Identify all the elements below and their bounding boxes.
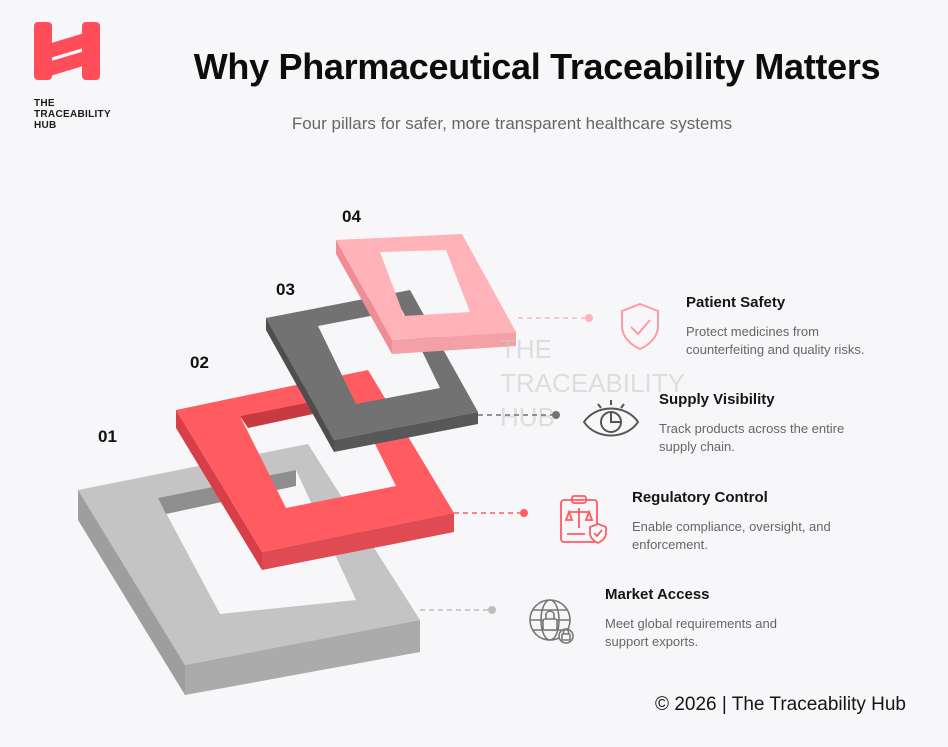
watermark-line: THE (500, 334, 552, 364)
logo-mark-icon (34, 22, 100, 80)
pillar-description: Protect medicines from counterfeiting an… (686, 324, 865, 357)
connector-supply-visibility (478, 411, 560, 419)
connector-patient-safety (518, 314, 593, 322)
pillar-title: Regulatory Control (632, 489, 768, 506)
pillar-supply-visibility: Supply Visibility Track products across … (659, 391, 909, 456)
connector-market-access (420, 606, 496, 614)
clipboard-scales-icon (560, 495, 607, 545)
pillar-title: Supply Visibility (659, 391, 775, 408)
pillar-patient-safety: Patient Safety Protect medicines from co… (686, 294, 926, 359)
watermark: THE TRACEABILITY HUB (500, 334, 685, 432)
layer-number: 03 (276, 280, 295, 299)
logo-line: THE (34, 98, 55, 109)
layer-number: 01 (98, 427, 117, 446)
shield-check-icon (621, 302, 659, 351)
page-title: Why Pharmaceutical Traceability Matters (193, 46, 881, 87)
logo-line: HUB (34, 120, 57, 131)
globe-lock-icon (529, 599, 574, 644)
pillar-regulatory-control: Regulatory Control Enable compliance, ov… (632, 489, 892, 554)
watermark-line: HUB (500, 402, 555, 432)
watermark-line: TRACEABILITY (500, 368, 685, 398)
pillar-title: Patient Safety (686, 294, 786, 311)
logo-line: TRACEABILITY (34, 109, 111, 120)
logo-wordmark: THE TRACEABILITY HUB (34, 98, 124, 131)
pillar-title: Market Access (605, 586, 710, 603)
layer-number: 04 (342, 207, 361, 226)
connector-regulatory-control (454, 509, 528, 517)
pillar-description: Track products across the entire supply … (659, 421, 845, 454)
pillar-description: Meet global requirements and support exp… (605, 616, 777, 649)
layer-04-frame (336, 234, 516, 354)
page-subtitle: Four pillars for safer, more transparent… (291, 114, 733, 133)
eye-icon (582, 400, 640, 437)
pillar-market-access: Market Access Meet global requirements a… (605, 586, 865, 651)
pillar-description: Enable compliance, oversight, and enforc… (632, 519, 831, 552)
brand-logo: THE TRACEABILITY HUB (34, 20, 124, 131)
layer-number: 02 (190, 353, 209, 372)
footer-copyright: © 2026 | The Traceability Hub (655, 694, 906, 715)
